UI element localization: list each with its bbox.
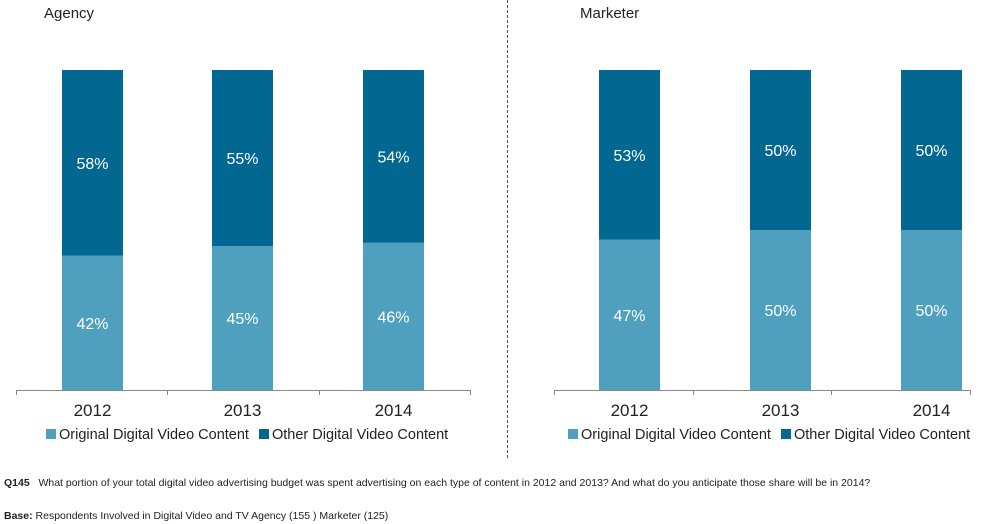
question-id: Q145	[4, 477, 30, 489]
x-tick-label: 2013	[224, 401, 262, 420]
x-tick-label: 2012	[611, 401, 649, 420]
data-label: 50%	[764, 143, 796, 160]
x-tick-label: 2014	[913, 401, 951, 420]
marketer-legend: Original Digital Video Content Other Digi…	[568, 427, 980, 443]
legend-item-other: Other Digital Video Content	[780, 427, 971, 443]
marketer-panel-title: Marketer	[580, 5, 640, 22]
legend-label-original: Original Digital Video Content	[59, 427, 249, 443]
x-tick-label: 2013	[762, 401, 800, 420]
bar-segment-original	[901, 230, 962, 390]
bar-segment-other	[750, 70, 811, 230]
legend-swatch-other	[780, 429, 791, 439]
data-label: 42%	[76, 316, 108, 333]
legend-item-original: Original Digital Video Content	[568, 427, 771, 443]
legend-item-original: Original Digital Video Content	[46, 427, 249, 443]
bar-segment-other	[62, 70, 123, 256]
data-label: 50%	[764, 303, 796, 320]
base-label: Base:	[4, 510, 33, 522]
bar-segment-original	[212, 246, 273, 390]
data-label: 46%	[377, 309, 409, 326]
panel-divider	[507, 0, 508, 458]
data-label: 58%	[76, 156, 108, 173]
agency-legend: Original Digital Video Content Other Digi…	[46, 427, 458, 443]
bar-segment-other	[212, 70, 273, 246]
bar-segment-other	[901, 70, 962, 230]
legend-item-other: Other Digital Video Content	[258, 427, 449, 443]
legend-label-other: Other Digital Video Content	[271, 427, 449, 443]
base-text: Respondents Involved in Digital Video an…	[35, 510, 389, 522]
data-label: 45%	[226, 311, 258, 328]
legend-swatch-original	[568, 429, 578, 439]
question-text: What portion of your total digital video…	[38, 477, 871, 489]
agency-panel-title: Agency	[44, 5, 95, 22]
x-tick-label: 2014	[375, 401, 413, 420]
legend-swatch-other	[258, 429, 269, 439]
bar-segment-other	[363, 70, 424, 243]
data-label: 47%	[613, 308, 645, 325]
data-label: 54%	[377, 149, 409, 166]
bar-segment-original	[363, 242, 424, 390]
bar-segment-other	[599, 70, 660, 240]
base-footnote: Base: Respondents Involved in Digital Vi…	[4, 510, 388, 523]
data-label: 50%	[915, 303, 947, 320]
bar-segment-original	[599, 239, 660, 390]
data-label: 53%	[613, 148, 645, 165]
data-label: 50%	[915, 143, 947, 160]
data-label: 55%	[226, 151, 258, 168]
bar-segment-original	[750, 230, 811, 390]
bar-segment-original	[62, 255, 123, 390]
question-footnote: Q145 What portion of your total digital …	[4, 477, 964, 490]
legend-swatch-original	[46, 429, 56, 439]
legend-label-original: Original Digital Video Content	[581, 427, 771, 443]
x-tick-label: 2012	[74, 401, 112, 420]
legend-label-other: Other Digital Video Content	[793, 427, 971, 443]
